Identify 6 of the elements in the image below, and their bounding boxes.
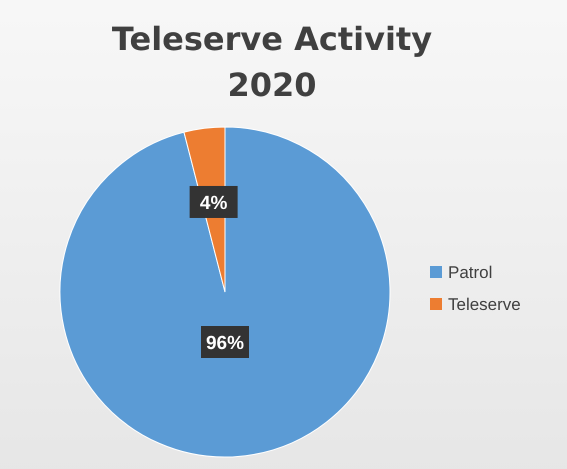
data-label: 96%	[206, 333, 244, 354]
pie-slice	[60, 126, 390, 458]
data-label: 4%	[200, 192, 228, 214]
legend-label: Teleserve	[448, 295, 521, 314]
slice-label: Patrol	[448, 263, 492, 282]
chart-title: Teleserve Activity 2020	[112, 20, 432, 104]
